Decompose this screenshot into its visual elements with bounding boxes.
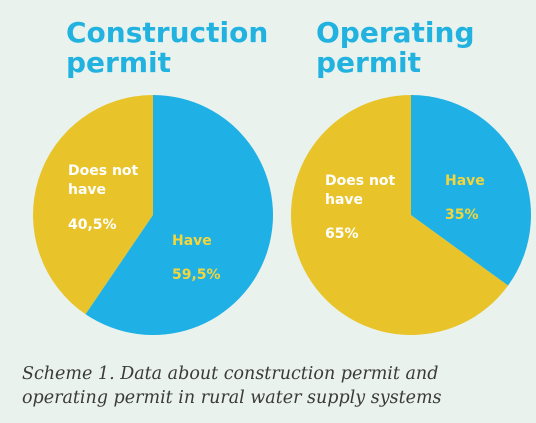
pie-slice-have xyxy=(411,95,531,286)
slice-value-have: 59,5% xyxy=(172,267,221,283)
chart-title-line: Operating xyxy=(316,16,475,49)
slice-label-have: Have xyxy=(172,233,212,249)
slice-label-does-not-have-line2: have xyxy=(68,182,106,198)
pie-slice-does-not-have xyxy=(290,95,509,335)
pie-slice-have xyxy=(85,95,273,335)
slice-label-does-not-have-line2: have xyxy=(325,192,363,208)
pie-chart-construction: Does not have 40,5% Have 59,5% xyxy=(32,95,273,335)
chart-title-operating: Operating permit xyxy=(316,18,475,78)
chart-title-line: Construction xyxy=(66,16,269,49)
chart-title-line: permit xyxy=(66,46,171,79)
chart-title-construction: Construction permit xyxy=(66,18,268,78)
pie-slice-does-not-have xyxy=(32,95,153,315)
pie-chart-operating: Does not have 65% Have 35% xyxy=(290,95,531,335)
slice-value-have: 35% xyxy=(445,207,479,223)
slice-label-does-not-have-line1: Does not xyxy=(68,163,139,179)
caption-line: Scheme 1. Data about construction permit… xyxy=(22,364,439,384)
chart-title-line: permit xyxy=(316,46,421,79)
slice-label-have: Have xyxy=(445,173,485,189)
slice-label-does-not-have-line1: Does not xyxy=(325,173,396,189)
slice-value-does-not-have: 65% xyxy=(325,226,359,242)
figure-caption: Scheme 1. Data about construction permit… xyxy=(22,362,442,410)
caption-line: operating permit in rural water supply s… xyxy=(22,388,442,408)
slice-value-does-not-have: 40,5% xyxy=(68,217,117,233)
